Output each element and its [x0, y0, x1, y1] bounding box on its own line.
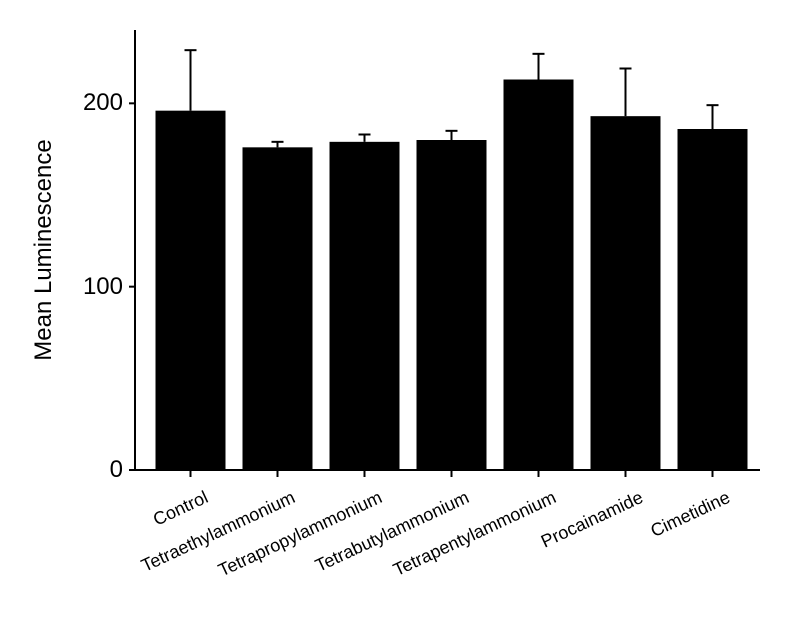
bar: [330, 142, 400, 470]
bar: [417, 140, 487, 470]
y-tick-label: 200: [83, 89, 123, 117]
bar: [678, 129, 748, 470]
bar: [243, 147, 313, 470]
y-axis-label: Mean Luminescence: [30, 100, 58, 400]
y-tick-label: 100: [83, 273, 123, 301]
bar: [504, 80, 574, 471]
luminescence-bar-chart: 0100200Mean LuminescenceControlTetraethy…: [0, 0, 801, 624]
bar: [156, 111, 226, 470]
y-tick-label: 0: [110, 456, 123, 484]
bar: [591, 116, 661, 470]
